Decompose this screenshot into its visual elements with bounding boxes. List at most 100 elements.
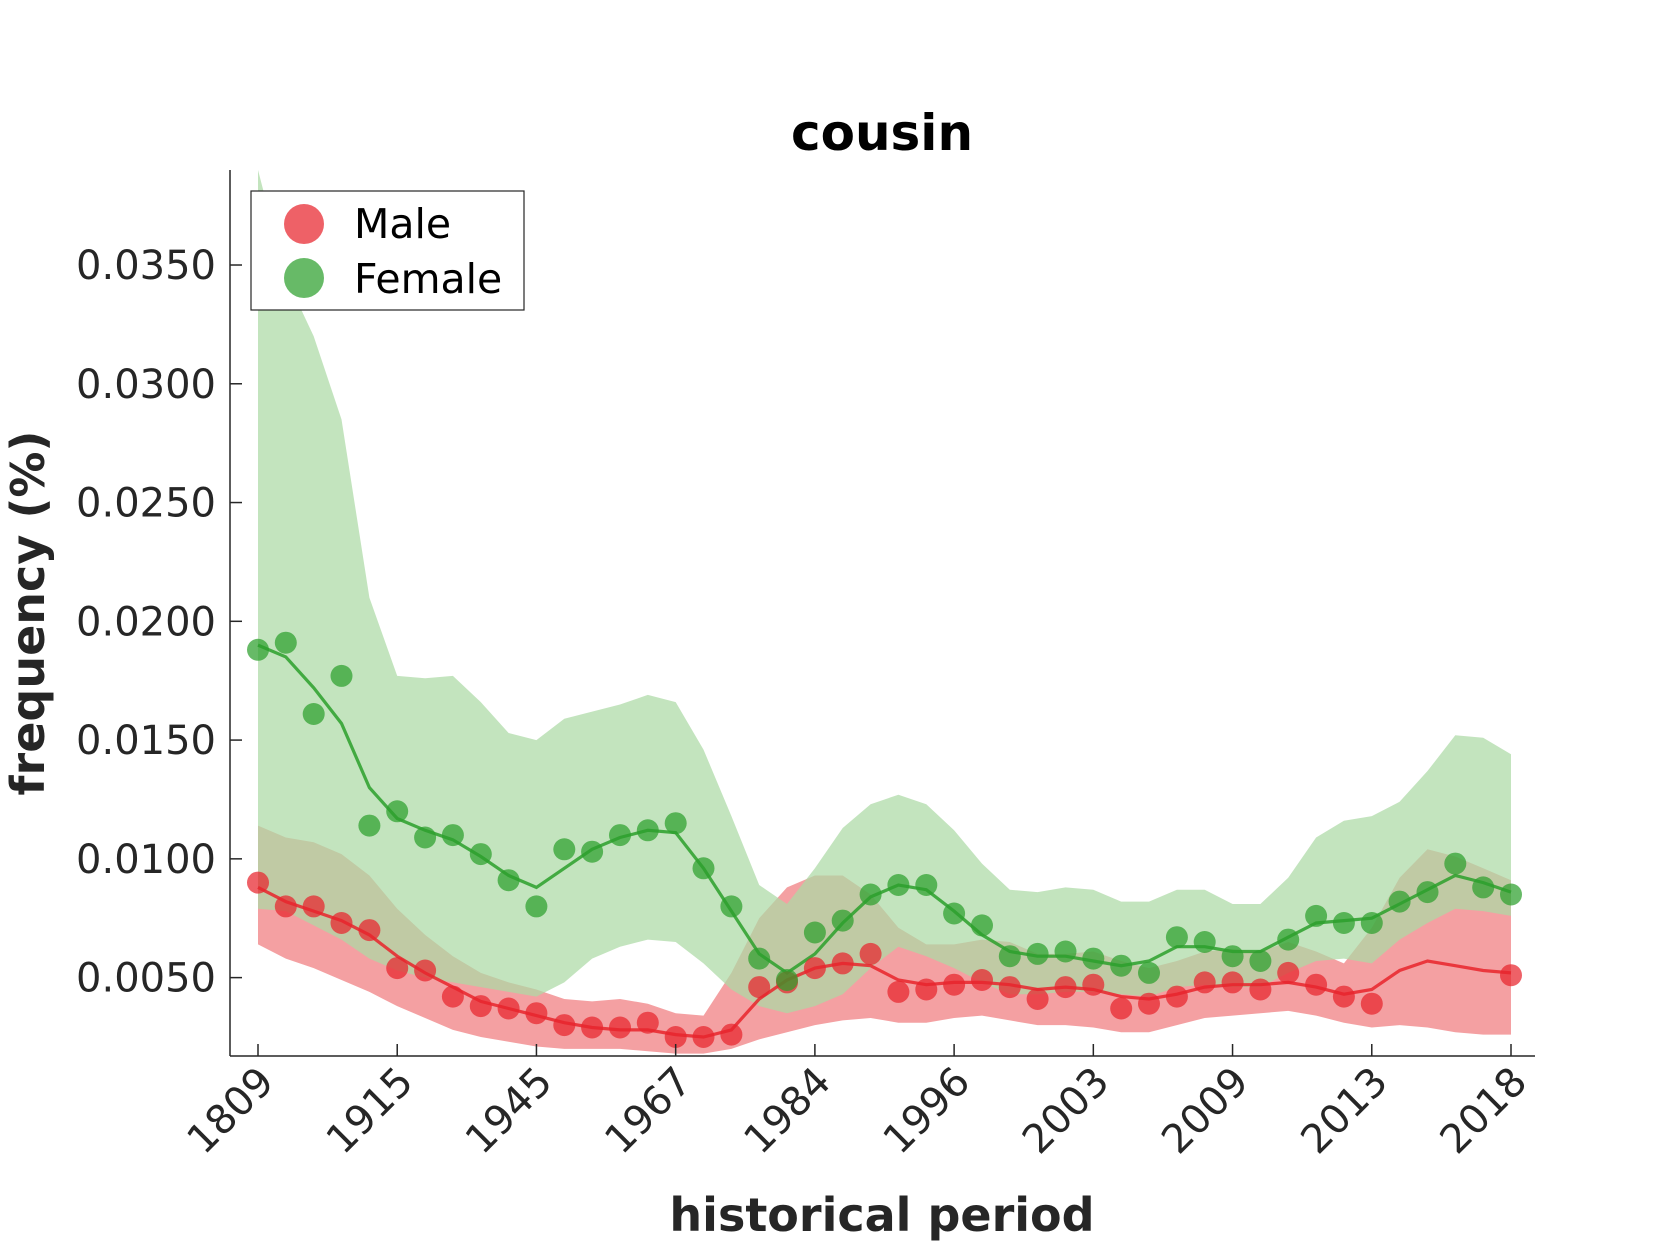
male-data-point xyxy=(386,957,409,980)
smoothed-lines xyxy=(257,643,1512,1039)
female-data-point xyxy=(553,838,576,861)
male-data-point xyxy=(971,969,993,991)
female-data-point xyxy=(1221,945,1244,968)
data-points xyxy=(247,631,1522,1048)
female-data-point xyxy=(831,909,854,932)
female-data-point xyxy=(1472,876,1495,899)
male-data-point xyxy=(1054,976,1077,999)
male-data-point xyxy=(274,895,297,918)
male-data-point xyxy=(943,973,966,996)
female-data-point xyxy=(664,812,687,835)
male-data-point xyxy=(859,942,882,965)
x-ticks: 1809 1915 1945 1967 1984 1996 2003 2009 2013 2018 xyxy=(179,1044,1537,1164)
x-tick-label: 2003 xyxy=(1014,1059,1119,1164)
male-data-point xyxy=(302,895,325,918)
x-axis-title: historical period xyxy=(669,1188,1094,1242)
x-tick-label: 2009 xyxy=(1153,1059,1258,1164)
female-data-point xyxy=(330,664,353,687)
female-data-point xyxy=(581,840,604,863)
male-data-point xyxy=(1360,992,1383,1015)
male-data-point xyxy=(803,957,826,980)
x-tick-label: 1915 xyxy=(318,1059,423,1164)
male-data-point xyxy=(692,1026,715,1048)
x-tick-label: 1809 xyxy=(179,1059,284,1164)
female-data-point xyxy=(748,947,771,970)
female-data-point xyxy=(497,869,520,892)
male-data-point xyxy=(441,985,464,1008)
female-data-point xyxy=(692,857,715,880)
female-data-point xyxy=(1026,942,1049,965)
female-data-point xyxy=(1110,954,1133,977)
male-data-point xyxy=(1110,997,1133,1020)
legend-label-female: Female xyxy=(354,255,502,303)
x-tick-label: 2013 xyxy=(1292,1059,1397,1164)
male-data-point xyxy=(1082,973,1105,996)
male-data-point xyxy=(358,919,381,942)
female-data-point xyxy=(302,703,325,725)
female-confidence-band xyxy=(258,170,1511,1014)
female-data-point xyxy=(358,814,381,837)
male-trend-line xyxy=(257,885,1512,1039)
male-data-point xyxy=(247,871,269,894)
male-data-point xyxy=(330,912,353,934)
x-tick-label: 1996 xyxy=(875,1059,980,1164)
y-tick-label: 0.0350 xyxy=(76,243,216,289)
y-tick-label: 0.0050 xyxy=(76,956,216,1002)
female-data-point xyxy=(636,819,659,842)
male-data-point xyxy=(636,1011,659,1034)
axes xyxy=(229,170,1535,1057)
female-data-point xyxy=(1332,912,1355,934)
y-tick-label: 0.0300 xyxy=(76,362,216,408)
female-data-point xyxy=(274,631,297,654)
male-data-point xyxy=(1500,964,1522,987)
female-data-point xyxy=(720,895,743,918)
female-data-point xyxy=(1054,940,1077,963)
x-tick-label: 2018 xyxy=(1432,1059,1537,1164)
male-data-point xyxy=(1221,971,1244,994)
female-data-point xyxy=(1165,926,1188,949)
male-data-point xyxy=(664,1026,687,1048)
male-data-point xyxy=(1193,971,1216,994)
x-tick-label: 1945 xyxy=(457,1059,562,1164)
y-axis-title: frequency (%) xyxy=(1,431,55,796)
chart-title: cousin xyxy=(791,104,973,162)
female-data-point xyxy=(971,914,993,937)
female-data-point xyxy=(776,969,798,991)
male-data-point xyxy=(414,959,437,982)
male-data-point xyxy=(1305,973,1328,996)
female-data-point xyxy=(247,638,269,661)
female-data-point xyxy=(915,874,938,896)
male-data-point xyxy=(998,976,1021,999)
female-data-point xyxy=(1138,961,1160,984)
male-data-point xyxy=(1332,985,1355,1008)
female-data-point xyxy=(1082,947,1105,970)
female-data-point xyxy=(1305,904,1328,927)
confidence-bands xyxy=(258,170,1511,1054)
female-data-point xyxy=(1193,931,1216,953)
x-tick-label: 1984 xyxy=(735,1059,840,1164)
female-data-point xyxy=(998,945,1021,968)
male-data-point xyxy=(553,1014,576,1037)
female-data-point xyxy=(525,895,548,918)
female-data-point xyxy=(609,824,631,847)
female-data-point xyxy=(887,874,910,896)
female-data-point xyxy=(943,902,966,925)
male-data-point xyxy=(1249,978,1272,1001)
x-tick-label: 1967 xyxy=(596,1059,701,1164)
male-data-point xyxy=(469,995,492,1018)
male-data-point xyxy=(525,1002,548,1025)
male-data-point xyxy=(581,1016,604,1039)
female-data-point xyxy=(469,843,492,866)
female-data-point xyxy=(1444,852,1467,875)
male-data-point xyxy=(887,980,910,1003)
male-data-point xyxy=(1026,988,1049,1010)
female-data-point xyxy=(414,826,437,849)
male-data-point xyxy=(1138,992,1160,1015)
female-data-point xyxy=(803,921,826,944)
y-tick-label: 0.0150 xyxy=(76,718,216,764)
female-data-point xyxy=(441,824,464,847)
female-data-point xyxy=(859,883,882,906)
male-data-point xyxy=(831,952,854,975)
y-tick-label: 0.0200 xyxy=(76,599,216,645)
